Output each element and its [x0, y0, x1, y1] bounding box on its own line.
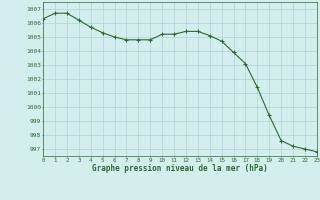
X-axis label: Graphe pression niveau de la mer (hPa): Graphe pression niveau de la mer (hPa) — [92, 164, 268, 173]
